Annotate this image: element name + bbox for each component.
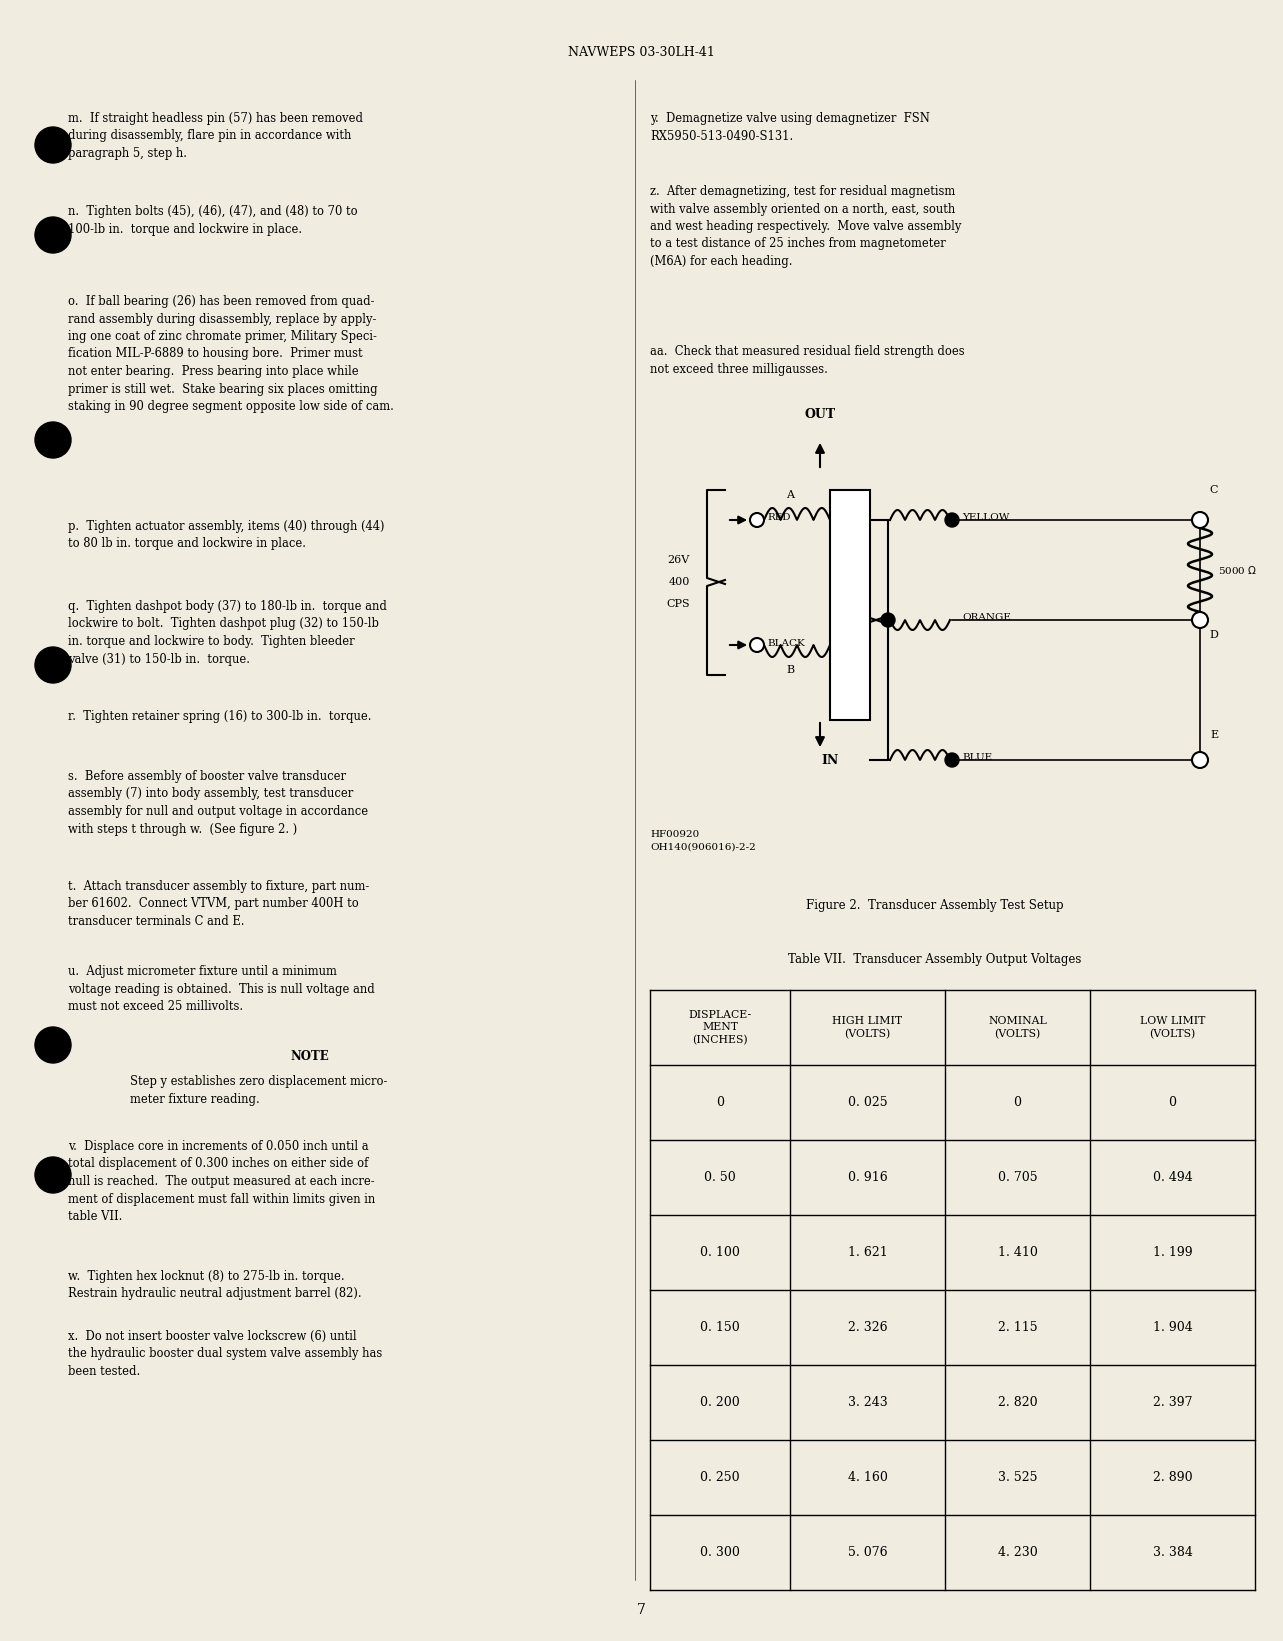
Text: 1. 904: 1. 904: [1152, 1321, 1192, 1334]
Text: 2. 115: 2. 115: [998, 1321, 1038, 1334]
Circle shape: [1192, 752, 1209, 768]
Text: 0: 0: [1169, 1096, 1177, 1109]
Text: 0. 200: 0. 200: [701, 1396, 740, 1410]
Text: 0. 916: 0. 916: [848, 1172, 888, 1185]
Circle shape: [946, 753, 958, 766]
Text: y.  Demagnetize valve using demagnetizer  FSN
RX5950-513-0490-S131.: y. Demagnetize valve using demagnetizer …: [650, 112, 930, 143]
Text: 4. 230: 4. 230: [998, 1546, 1038, 1559]
Text: 0. 300: 0. 300: [701, 1546, 740, 1559]
Text: HF00920
OH140(906016)-2-2: HF00920 OH140(906016)-2-2: [650, 830, 756, 852]
Text: w.  Tighten hex locknut (8) to 275-lb in. torque.
Restrain hydraulic neutral adj: w. Tighten hex locknut (8) to 275-lb in.…: [68, 1270, 362, 1301]
Text: 0. 50: 0. 50: [704, 1172, 736, 1185]
Text: RED: RED: [767, 514, 790, 522]
Text: x.  Do not insert booster valve lockscrew (6) until
the hydraulic booster dual s: x. Do not insert booster valve lockscrew…: [68, 1329, 382, 1378]
Text: p.  Tighten actuator assembly, items (40) through (44)
to 80 lb in. torque and l: p. Tighten actuator assembly, items (40)…: [68, 520, 385, 550]
Bar: [830, 491, 870, 720]
Text: aa.  Check that measured residual field strength does
not exceed three milligaus: aa. Check that measured residual field s…: [650, 345, 965, 376]
Text: C: C: [1210, 486, 1219, 496]
Text: CPS: CPS: [666, 599, 690, 609]
Circle shape: [35, 217, 71, 253]
Text: 26V: 26V: [667, 555, 690, 565]
Text: YELLOW: YELLOW: [962, 514, 1010, 522]
Circle shape: [35, 647, 71, 683]
Text: D: D: [1210, 630, 1219, 640]
Text: NOMINAL
(VOLTS): NOMINAL (VOLTS): [988, 1016, 1047, 1039]
Text: B: B: [786, 665, 794, 674]
Text: Table VII.  Transducer Assembly Output Voltages: Table VII. Transducer Assembly Output Vo…: [788, 953, 1082, 967]
Text: 0. 250: 0. 250: [701, 1470, 740, 1483]
Text: A: A: [786, 491, 794, 501]
Text: n.  Tighten bolts (45), (46), (47), and (48) to 70 to
100-lb in.  torque and loc: n. Tighten bolts (45), (46), (47), and (…: [68, 205, 358, 236]
Text: BLUE: BLUE: [962, 753, 992, 763]
Text: z.  After demagnetizing, test for residual magnetism
with valve assembly oriente: z. After demagnetizing, test for residua…: [650, 185, 961, 267]
Text: 1. 621: 1. 621: [848, 1246, 888, 1259]
Text: 0: 0: [716, 1096, 724, 1109]
Text: HIGH LIMIT
(VOLTS): HIGH LIMIT (VOLTS): [833, 1016, 902, 1039]
Text: 5000 $\Omega$: 5000 $\Omega$: [1218, 565, 1257, 576]
Circle shape: [751, 638, 763, 651]
Text: 3. 384: 3. 384: [1152, 1546, 1192, 1559]
Circle shape: [1192, 512, 1209, 528]
Text: 1. 199: 1. 199: [1152, 1246, 1192, 1259]
Text: E: E: [1210, 730, 1218, 740]
Text: ORANGE: ORANGE: [962, 614, 1011, 622]
Text: LOW LIMIT
(VOLTS): LOW LIMIT (VOLTS): [1139, 1016, 1205, 1039]
Circle shape: [35, 1157, 71, 1193]
Text: 2. 397: 2. 397: [1152, 1396, 1192, 1410]
Text: 0: 0: [1014, 1096, 1021, 1109]
Text: 0. 705: 0. 705: [998, 1172, 1038, 1185]
Text: o.  If ball bearing (26) has been removed from quad-
rand assembly during disass: o. If ball bearing (26) has been removed…: [68, 295, 394, 414]
Text: 400: 400: [668, 578, 690, 587]
Text: 2. 820: 2. 820: [998, 1396, 1038, 1410]
Text: NAVWEPS 03-30LH-41: NAVWEPS 03-30LH-41: [567, 46, 715, 59]
Text: 2. 326: 2. 326: [848, 1321, 888, 1334]
Text: 3. 243: 3. 243: [848, 1396, 888, 1410]
Text: OUT: OUT: [804, 409, 835, 422]
Text: 1. 410: 1. 410: [998, 1246, 1038, 1259]
Text: Figure 2.  Transducer Assembly Test Setup: Figure 2. Transducer Assembly Test Setup: [806, 899, 1064, 911]
Text: 0. 150: 0. 150: [701, 1321, 740, 1334]
Text: IN: IN: [821, 753, 839, 766]
Circle shape: [881, 614, 896, 627]
Text: 0. 494: 0. 494: [1152, 1172, 1192, 1185]
Text: m.  If straight headless pin (57) has been removed
during disassembly, flare pin: m. If straight headless pin (57) has bee…: [68, 112, 363, 161]
Text: 0. 025: 0. 025: [848, 1096, 888, 1109]
Text: s.  Before assembly of booster valve transducer
assembly (7) into body assembly,: s. Before assembly of booster valve tran…: [68, 770, 368, 835]
Circle shape: [35, 422, 71, 458]
Text: BLACK: BLACK: [767, 638, 804, 648]
Text: NOTE: NOTE: [291, 1050, 330, 1063]
Text: r.  Tighten retainer spring (16) to 300-lb in.  torque.: r. Tighten retainer spring (16) to 300-l…: [68, 711, 372, 724]
Text: v.  Displace core in increments of 0.050 inch until a
total displacement of 0.30: v. Displace core in increments of 0.050 …: [68, 1140, 375, 1223]
Text: 2. 890: 2. 890: [1152, 1470, 1192, 1483]
Text: 5. 076: 5. 076: [848, 1546, 888, 1559]
Text: 4. 160: 4. 160: [848, 1470, 888, 1483]
Text: 0. 100: 0. 100: [701, 1246, 740, 1259]
Circle shape: [35, 1027, 71, 1063]
Text: 3. 525: 3. 525: [998, 1470, 1037, 1483]
Circle shape: [35, 126, 71, 162]
Circle shape: [946, 514, 958, 527]
Text: t.  Attach transducer assembly to fixture, part num-
ber 61602.  Connect VTVM, p: t. Attach transducer assembly to fixture…: [68, 880, 370, 929]
Text: 7: 7: [636, 1603, 645, 1616]
Text: u.  Adjust micrometer fixture until a minimum
voltage reading is obtained.  This: u. Adjust micrometer fixture until a min…: [68, 965, 375, 1012]
Circle shape: [1192, 612, 1209, 629]
Text: q.  Tighten dashpot body (37) to 180-lb in.  torque and
lockwire to bolt.  Tight: q. Tighten dashpot body (37) to 180-lb i…: [68, 601, 387, 666]
Circle shape: [751, 514, 763, 527]
Text: Step y establishes zero displacement micro-
meter fixture reading.: Step y establishes zero displacement mic…: [130, 1075, 387, 1106]
Text: DISPLACE-
MENT
(INCHES): DISPLACE- MENT (INCHES): [689, 1009, 752, 1045]
